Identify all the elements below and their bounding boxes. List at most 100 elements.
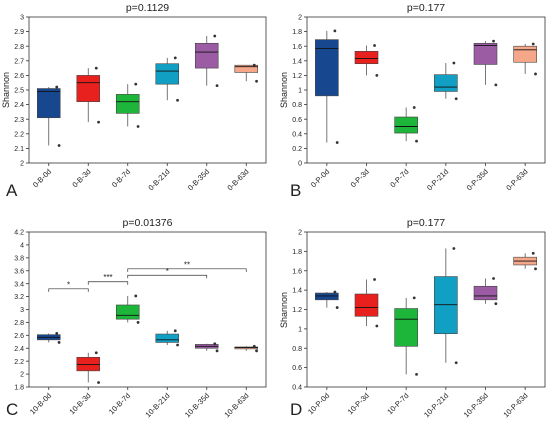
box-body [155,333,180,343]
plot-frame [306,231,546,388]
box-body [394,308,418,347]
y-tick-label: 2.2 [14,131,24,138]
box-body [315,39,339,97]
min-point [215,349,219,353]
box-body [513,45,537,63]
y-tick-label: 1 [298,326,302,333]
y-tick-label: 0.8 [292,346,302,353]
max-point [55,331,59,335]
bracket-line [87,281,129,285]
box-body [434,74,458,92]
y-tick-label: 2.7 [14,58,24,65]
plot-frame [28,16,267,164]
max-point [252,63,256,67]
box-body [315,292,339,301]
max-point [412,106,416,109]
bracket-line [48,288,89,292]
y-tick-label: 2 [298,15,302,22]
significance-bracket: *** [87,273,129,285]
box-0-P-63d [513,42,537,76]
y-tick-label: 0.6 [292,365,302,372]
box-body [115,94,140,114]
min-point [415,373,418,376]
box-body [76,75,101,102]
max-point [531,251,535,255]
box-10-P-3d [354,278,379,328]
box-0-P-3d [354,44,379,77]
min-point [255,79,258,83]
significance-label: *** [103,273,112,282]
y-tick-label: 0.2 [292,146,302,153]
x-tick-label: 10-B-7d [107,391,132,416]
max-point [173,329,177,333]
y-tick-label: 2.8 [14,320,24,327]
x-tick-label: 0-B-63d [225,167,250,192]
bracket-line [127,268,247,272]
y-tick-label: 1.4 [292,58,302,65]
y-tick-label: 2.6 [14,73,24,80]
max-point [173,56,177,60]
min-point [375,324,379,328]
y-axis-label: Shannon [279,292,289,328]
y-tick-label: 1.6 [292,44,302,51]
bracket-line [127,274,208,279]
box-10-B-21d [155,329,180,347]
box-body [473,42,498,65]
box-body [234,64,259,73]
y-axis-label: Shannon [1,72,11,108]
box-body [354,293,379,317]
x-tick-label: 0-P-3d [349,167,371,189]
x-tick-label: 10-B-3d [67,391,92,416]
min-point [176,343,179,347]
max-point [134,82,138,86]
box-0-B-0d [36,85,61,147]
min-point [534,72,537,76]
min-point [57,341,61,344]
y-axis-label: Shannon [279,72,289,108]
max-point [452,247,456,250]
chart-title: p=0.177 [407,217,445,229]
min-point [57,144,61,147]
box-body [354,51,379,65]
max-point [94,351,98,355]
box-body [36,88,61,119]
y-tick-label: 3.6 [14,268,24,275]
max-point [213,342,217,346]
y-tick-label: 1.4 [292,288,302,295]
y-tick-label: 0.6 [292,117,302,124]
y-tick-label: 0 [298,161,302,168]
box-0-B-3d [76,66,101,124]
y-tick-label: 1.8 [14,385,24,392]
box-0-B-21d [155,56,180,102]
y-tick-label: 2.1 [14,146,24,153]
significance-label: * [67,280,70,289]
box-0-B-35d [194,34,219,88]
x-tick-label: 10-P-0d [306,391,331,416]
x-tick-label: 0-B-21d [146,167,171,192]
significance-label: * [166,267,169,276]
max-point [412,296,416,300]
x-tick-label: 0-P-7d [388,167,410,189]
min-point [415,139,418,143]
x-tick-label: 10-B-0d [28,391,53,416]
y-tick-label: 2.6 [14,333,24,340]
min-point [375,74,379,77]
box-0-B-63d [234,63,259,83]
y-tick-label: 3.2 [14,294,24,301]
box-10-P-0d [315,290,339,309]
min-point [454,361,458,365]
y-tick-label: 2 [20,161,24,168]
box-0-P-0d [315,29,339,144]
min-point [176,98,179,102]
max-point [531,42,535,46]
y-tick-label: 1.8 [292,29,302,36]
y-tick-label: 2.5 [14,88,24,95]
box-0-B-7d [115,82,140,128]
box-body [194,42,219,69]
y-tick-label: 4.2 [14,230,24,237]
panel-b: p=0.177 Shannon B 0 0.2 0.4 0.6 0.8 1 1.2 1.4 1.6 1.… [279,2,546,200]
y-tick-label: 0.4 [292,385,302,392]
min-point [454,97,458,101]
chart-title: p=0.177 [407,2,445,14]
